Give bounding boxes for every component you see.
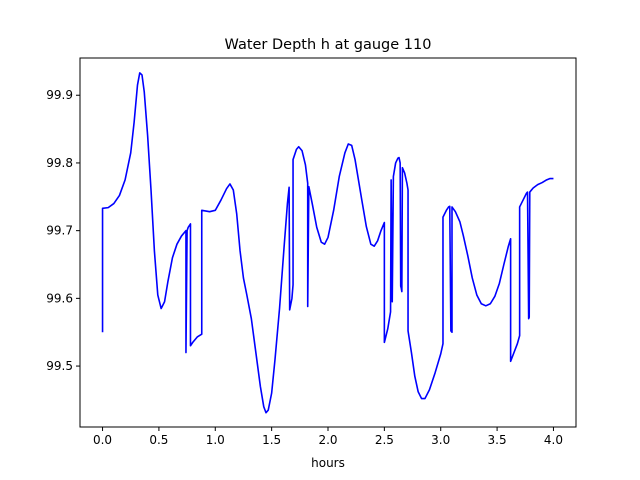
y-tick-label-2: 99.7 <box>46 224 73 238</box>
x-tick-label-6: 3.0 <box>431 433 450 447</box>
chart-title: Water Depth h at gauge 110 <box>225 37 432 53</box>
y-tick-label-1: 99.6 <box>46 291 73 305</box>
x-tick-label-2: 1.0 <box>206 433 225 447</box>
axes: 0.0 0.5 1.0 1.5 2.0 2.5 3.0 3.5 4.0 99.5 99.6 99.7 9… <box>46 57 577 447</box>
x-axis-label: hours <box>311 456 345 470</box>
x-tick-label-5: 2.5 <box>375 433 394 447</box>
x-tick-label-4: 2.0 <box>318 433 337 447</box>
y-tick-label-0: 99.5 <box>46 359 73 373</box>
y-tick-label-3: 99.8 <box>46 156 73 170</box>
series-line-0 <box>101 72 554 414</box>
x-tick-label-0: 0.0 <box>93 433 112 447</box>
x-tick-label-7: 3.5 <box>488 433 507 447</box>
plot-area <box>101 72 554 414</box>
x-tick-label-8: 4.0 <box>544 433 563 447</box>
x-tick-label-3: 1.5 <box>262 433 281 447</box>
x-tick-label-1: 0.5 <box>149 433 168 447</box>
y-tick-label-4: 99.9 <box>46 88 73 102</box>
